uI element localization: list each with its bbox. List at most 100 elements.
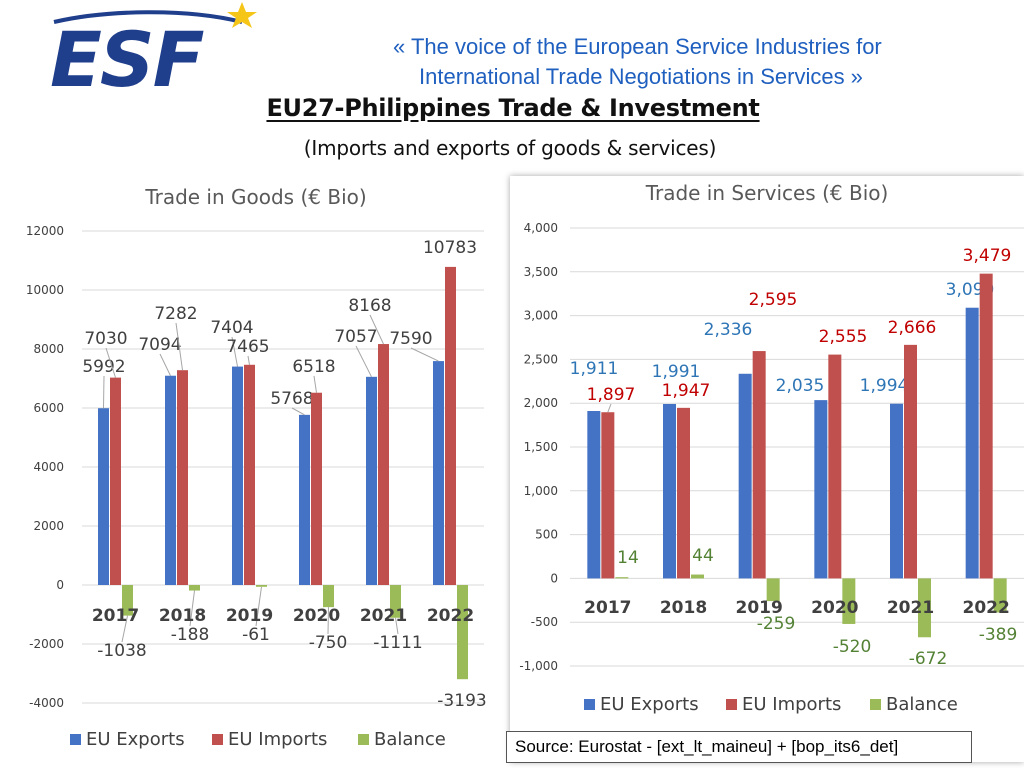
x-tick-label: 2021 [360,606,407,626]
page-title: EU27-Philippines Trade & Investment [266,94,760,122]
leader-line [395,617,399,635]
y-tick-label: 3,500 [524,265,558,279]
y-tick-label: -4000 [29,696,64,710]
leader-line [175,322,183,371]
x-tick-label: 2017 [92,606,139,626]
legend-swatch [726,699,737,710]
legend-item: EU Exports [86,729,185,750]
bar-balance [390,585,401,618]
bar-eu-exports [663,403,676,579]
bar-eu-imports [445,266,456,585]
x-tick-label: 2018 [159,606,206,626]
leader-line [159,353,171,376]
x-tick-label: 2021 [887,598,934,618]
leader-line [121,615,128,643]
bar-eu-exports [165,375,176,585]
bar-balance [766,578,780,602]
bar-balance [122,585,133,616]
bar-eu-exports [433,361,444,585]
bar-eu-exports [890,403,903,579]
data-label: 14 [617,548,639,568]
data-label: 2,336 [704,320,753,340]
data-label: 7057 [334,327,377,347]
bar-eu-exports [738,373,752,579]
source-note: Source: Eurostat - [ext_lt_maineu] + [bo… [506,731,972,763]
y-tick-label: 6000 [33,401,64,415]
legend-swatch [212,734,223,745]
leader-line [369,314,384,345]
data-label: 7094 [138,335,181,355]
data-label: 3,479 [963,246,1012,266]
goods-chart-panel: Trade in Goods (€ Bio) 12000 10000 8000 6000… [10,176,492,762]
x-tick-label: 2017 [584,598,631,618]
bar-eu-imports [904,344,917,579]
tagline-line-1: « The voice of the European Service Indu… [393,34,882,59]
data-label: 2,666 [888,318,937,338]
data-label: 8168 [348,296,391,316]
legend-swatch [870,699,881,710]
data-label: 10783 [423,238,477,258]
page-subtitle: (Imports and exports of goods & services… [303,136,717,160]
y-tick-label: 10000 [26,283,64,297]
legend-item: EU Imports [742,694,841,715]
bar-eu-imports [828,354,842,579]
leader-line [103,375,105,409]
y-tick-label: 2000 [33,519,64,533]
bar-balance [189,585,200,591]
data-label: -1111 [373,633,422,653]
y-tick-label: 1,500 [524,440,558,454]
bar-eu-exports [232,366,243,585]
tagline-line-2: International Trade Negotiations in Serv… [419,64,863,89]
y-tick-label: -2000 [29,637,64,651]
services-chart: Trade in Services (€ Bio) 4,000 3,500 3,000… [519,181,1024,715]
data-label: 5992 [82,357,125,377]
data-label: 1,991 [652,362,701,382]
leader-line [189,590,195,627]
logo-text: ESF [50,15,204,100]
leader-line [255,586,262,627]
bar-eu-imports [677,407,690,579]
data-label: -750 [309,633,348,653]
bar-eu-imports [752,351,766,579]
x-tick-label: 2020 [293,606,340,626]
data-label: -259 [757,614,796,634]
data-label: 6518 [292,357,335,377]
x-tick-label: 2018 [660,598,707,618]
leader-line [355,345,372,378]
leader-line [291,407,305,416]
logo-swoosh-icon [53,10,243,24]
data-label: 2,595 [749,290,798,310]
data-label: 2,555 [819,327,868,347]
y-tick-label: 2,500 [524,352,558,366]
x-tick-label: 2019 [226,606,273,626]
leader-line [247,355,250,365]
legend-item: EU Exports [600,694,699,715]
data-label: 7030 [84,329,127,349]
chart-title: Trade in Services (€ Bio) [645,181,889,205]
goods-chart: Trade in Goods (€ Bio) 12000 10000 8000 6000… [26,185,487,750]
bar-eu-imports [110,377,121,585]
data-label: 1,994 [860,376,909,396]
bar-eu-imports [601,412,615,579]
y-tick-label: -1,000 [519,659,558,673]
legend-item: Balance [374,729,446,750]
leader-line [231,336,238,367]
y-tick-label: 1,000 [524,484,558,498]
data-label: 7465 [226,337,269,357]
y-tick-label: 3,000 [524,309,558,323]
bar-eu-imports [311,392,322,585]
data-label: -3193 [437,691,486,711]
y-tick-label: 8000 [33,342,64,356]
star-icon [227,2,257,28]
esf-logo: ESF [50,2,257,100]
legend-swatch [70,734,81,745]
data-label: 44 [692,546,714,566]
data-label: -188 [171,625,210,645]
bar-eu-imports [378,344,389,585]
legend-swatch [584,699,595,710]
bar-balance [842,578,856,624]
bar-balance [457,585,468,680]
y-tick-label: 2,000 [524,396,558,410]
data-label: 1,947 [662,381,711,401]
data-label: -61 [242,625,270,645]
